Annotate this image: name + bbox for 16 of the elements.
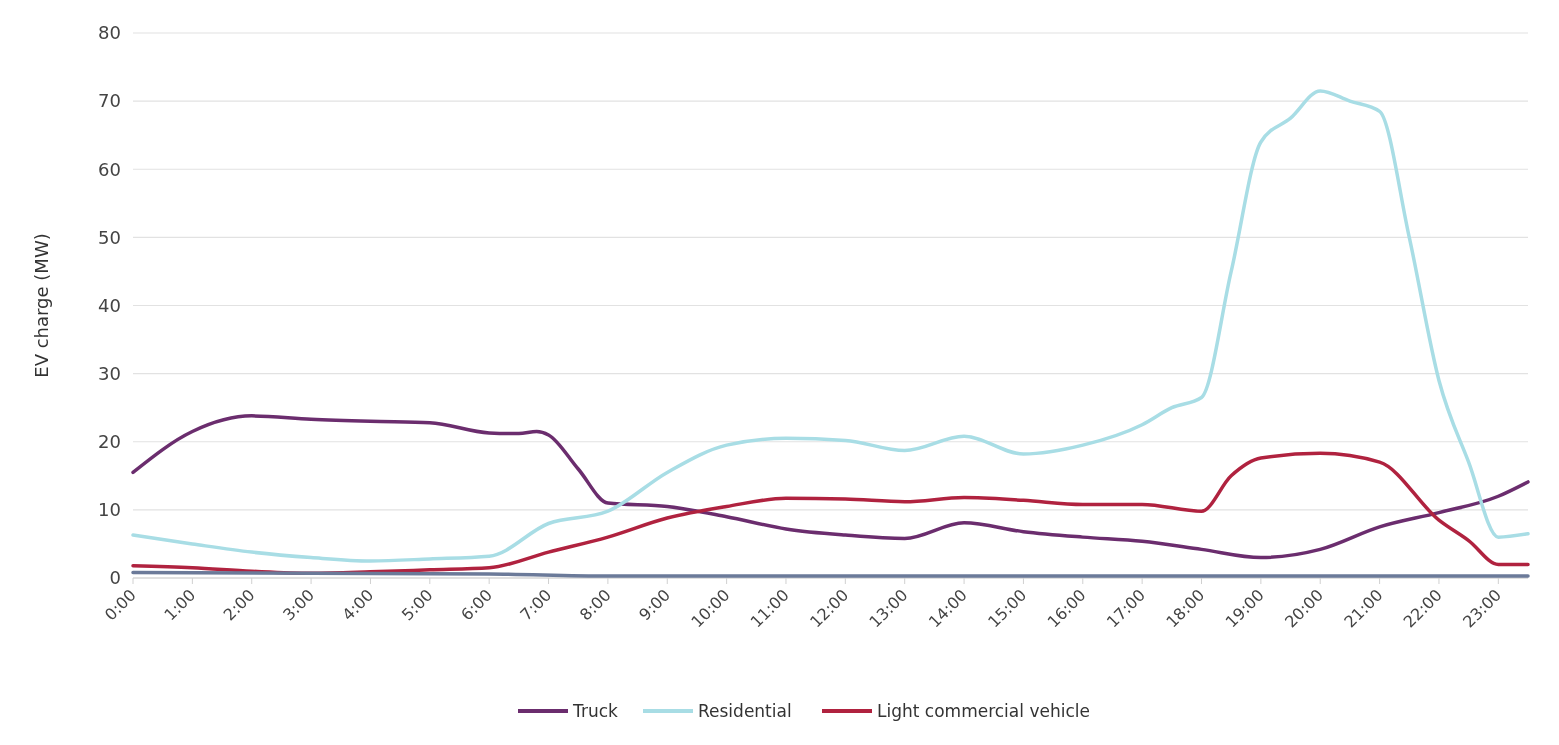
y-tick-label: 0 xyxy=(109,567,121,589)
y-tick-label: 60 xyxy=(98,158,121,180)
legend-label: Truck xyxy=(572,700,618,721)
y-axis-title: EV charge (MW) xyxy=(31,233,52,378)
legend-label: Residential xyxy=(698,700,792,721)
y-tick-label: 40 xyxy=(98,294,121,316)
line-series xyxy=(131,89,1530,563)
y-tick-label: 50 xyxy=(98,226,121,248)
y-tick-label: 30 xyxy=(98,362,121,384)
y-tick-label: 80 xyxy=(98,22,121,44)
legend-label: Light commercial vehicle xyxy=(877,700,1090,721)
line-series xyxy=(131,414,1530,560)
line-series xyxy=(131,451,1530,575)
y-tick-label: 10 xyxy=(98,499,121,521)
y-tick-label: 70 xyxy=(98,90,121,112)
y-tick-label: 20 xyxy=(98,431,121,453)
